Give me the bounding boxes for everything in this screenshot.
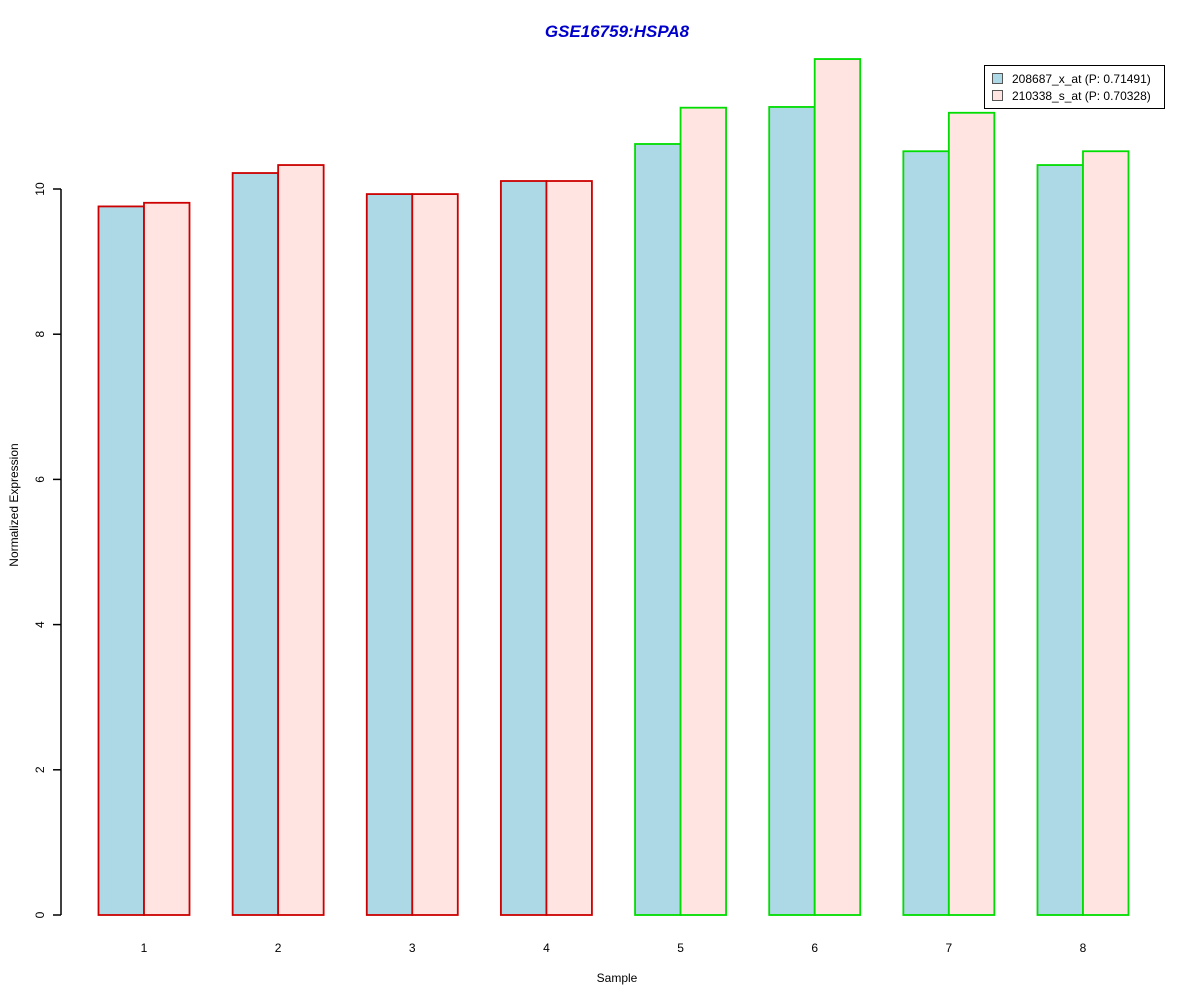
bar bbox=[679, 106, 727, 916]
bar bbox=[231, 172, 280, 916]
x-category-label: 5 bbox=[677, 941, 684, 955]
bar bbox=[902, 150, 950, 916]
bar bbox=[97, 205, 145, 916]
bar bbox=[1082, 150, 1130, 916]
bar bbox=[143, 201, 191, 916]
x-category-label: 1 bbox=[141, 941, 148, 955]
bar bbox=[813, 58, 862, 916]
x-category-label: 7 bbox=[945, 941, 952, 955]
y-axis-label: Normalized Expression bbox=[7, 443, 21, 567]
legend-label: 208687_x_at (P: 0.71491) bbox=[1012, 71, 1151, 86]
bar bbox=[768, 106, 816, 916]
y-tick-label: 4 bbox=[33, 621, 47, 628]
bar bbox=[947, 111, 996, 916]
x-axis-label: Sample bbox=[596, 971, 638, 985]
chart-title: GSE16759:HSPA8 bbox=[544, 22, 690, 41]
y-tick-label: 10 bbox=[33, 182, 47, 196]
bar bbox=[1036, 164, 1084, 916]
legend-row: 210338_s_at (P: 0.70328) bbox=[992, 87, 1158, 104]
bar bbox=[365, 193, 414, 916]
x-category-label: 4 bbox=[543, 941, 550, 955]
y-tick-label: 0 bbox=[33, 911, 47, 918]
x-category-label: 6 bbox=[811, 941, 818, 955]
bar bbox=[500, 180, 548, 916]
x-category-label: 8 bbox=[1080, 941, 1087, 955]
legend-box: 208687_x_at (P: 0.71491) 210338_s_at (P:… bbox=[984, 65, 1165, 109]
legend-row: 208687_x_at (P: 0.71491) bbox=[992, 70, 1158, 87]
legend-swatch-icon bbox=[992, 73, 1003, 84]
x-category-label: 3 bbox=[409, 941, 416, 955]
legend-swatch-icon bbox=[992, 90, 1003, 101]
bar bbox=[277, 164, 325, 916]
x-category-label: 2 bbox=[275, 941, 282, 955]
bar bbox=[634, 143, 682, 916]
y-tick-label: 2 bbox=[33, 766, 47, 773]
y-tick-label: 6 bbox=[33, 476, 47, 483]
legend-label: 210338_s_at (P: 0.70328) bbox=[1012, 88, 1151, 103]
y-tick-label: 8 bbox=[33, 331, 47, 338]
bar bbox=[411, 193, 459, 916]
bar bbox=[545, 180, 593, 916]
